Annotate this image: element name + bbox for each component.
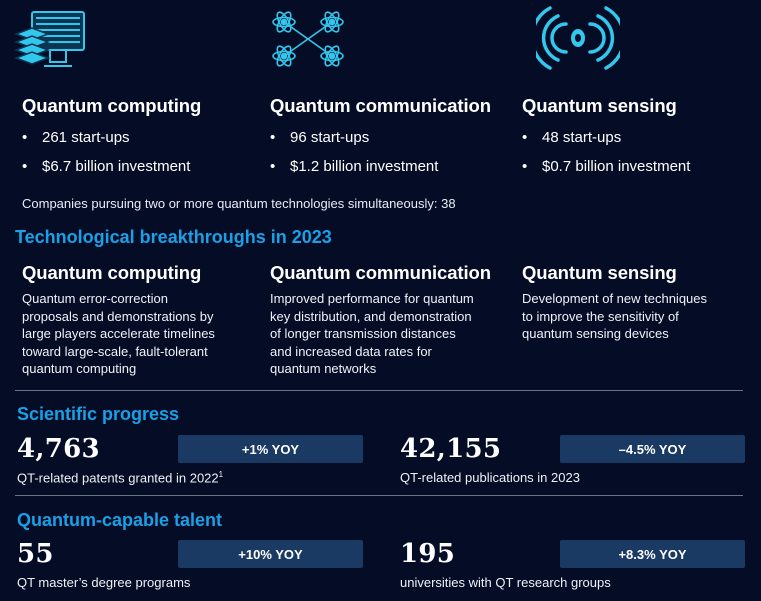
bullet-text: 96 start-ups	[290, 129, 370, 146]
col-title-communication: Quantum communication	[270, 95, 491, 116]
col-title-sensing: Quantum sensing	[522, 95, 677, 116]
talent-title: Quantum-capable talent	[17, 510, 223, 530]
communication-investment: • $1.2 billion investment	[270, 158, 438, 175]
masters-programs-value: 55	[17, 539, 54, 569]
publications-value: 42,155	[400, 434, 502, 464]
bullet-dot: •	[522, 129, 528, 146]
desc-line: Development of new techniques	[522, 291, 708, 306]
patents-label: QT-related patents granted in 20221	[17, 470, 223, 485]
universities-label: universities with QT research groups	[400, 575, 611, 590]
bullet-text: $0.7 billion investment	[542, 158, 691, 175]
desc-line: Quantum error-correction	[22, 291, 168, 306]
desc-line: key distribution, and demonstration	[270, 308, 472, 324]
masters-change-badge: +10% YOY	[178, 540, 363, 568]
bullet-dot: •	[270, 158, 276, 175]
divider	[15, 390, 743, 391]
atoms-network-icon	[272, 11, 344, 67]
computing-investment: • $6.7 billion investment	[22, 158, 190, 175]
desc-line: of longer transmission distances	[270, 326, 456, 341]
col-title-computing: Quantum computing	[22, 95, 202, 116]
bullet-dot: •	[22, 129, 28, 146]
bt-title-communication: Quantum communication	[270, 262, 491, 283]
bt-desc-communication: Improved performance for quantum key dis…	[270, 290, 474, 378]
desc-line: to improve the sensitivity of	[522, 308, 679, 324]
publications-label: QT-related publications in 2023	[400, 470, 580, 485]
sensing-investment: • $0.7 billion investment	[522, 158, 690, 175]
universities-change-badge: +8.3% YOY	[560, 540, 745, 568]
communication-startups: • 96 start-ups	[270, 129, 369, 146]
masters-programs-label: QT master’s degree programs	[17, 575, 191, 590]
patents-change-badge: +1% YOY	[178, 435, 363, 463]
desc-line: toward large-scale, fault-tolerant	[22, 343, 208, 359]
desc-line: quantum networks	[270, 361, 377, 376]
desc-line: and increased data rates for	[270, 343, 432, 359]
sensing-startups: • 48 start-ups	[522, 129, 621, 146]
patents-value: 4,763	[17, 434, 100, 464]
scientific-progress-title: Scientific progress	[17, 404, 180, 424]
desc-line: quantum sensing devices	[522, 326, 669, 341]
bt-title-sensing: Quantum sensing	[522, 262, 677, 283]
bt-title-computing: Quantum computing	[22, 262, 202, 283]
bullet-dot: •	[522, 158, 528, 175]
bullet-text: $1.2 billion investment	[290, 158, 439, 175]
bullet-dot: •	[22, 158, 28, 175]
breakthroughs-title: Technological breakthroughs in 2023	[15, 227, 332, 247]
bullet-dot: •	[270, 129, 276, 146]
desc-line: proposals and demonstrations by	[22, 308, 214, 324]
desc-line: Improved performance for quantum	[270, 291, 474, 306]
divider	[15, 495, 743, 496]
bullet-text: 261 start-ups	[42, 129, 130, 146]
signal-waves-icon	[536, 6, 620, 70]
computing-startups: • 261 start-ups	[22, 129, 130, 146]
footnote-marker: 1	[218, 470, 224, 479]
companies-multi-tech: Companies pursuing two or more quantum t…	[22, 196, 456, 211]
bt-desc-sensing: Development of new techniques to improve…	[522, 290, 707, 343]
computer-icon	[13, 11, 85, 67]
publications-change-badge: –4.5% YOY	[560, 435, 745, 463]
universities-value: 195	[400, 539, 456, 569]
desc-line: quantum computing	[22, 361, 137, 376]
desc-line: large players accelerate timelines	[22, 326, 215, 341]
bt-desc-computing: Quantum error-correction proposals and d…	[22, 290, 215, 378]
bullet-text: $6.7 billion investment	[42, 158, 191, 175]
patents-label-text: QT-related patents granted in 2022	[17, 470, 219, 486]
bullet-text: 48 start-ups	[542, 129, 622, 146]
